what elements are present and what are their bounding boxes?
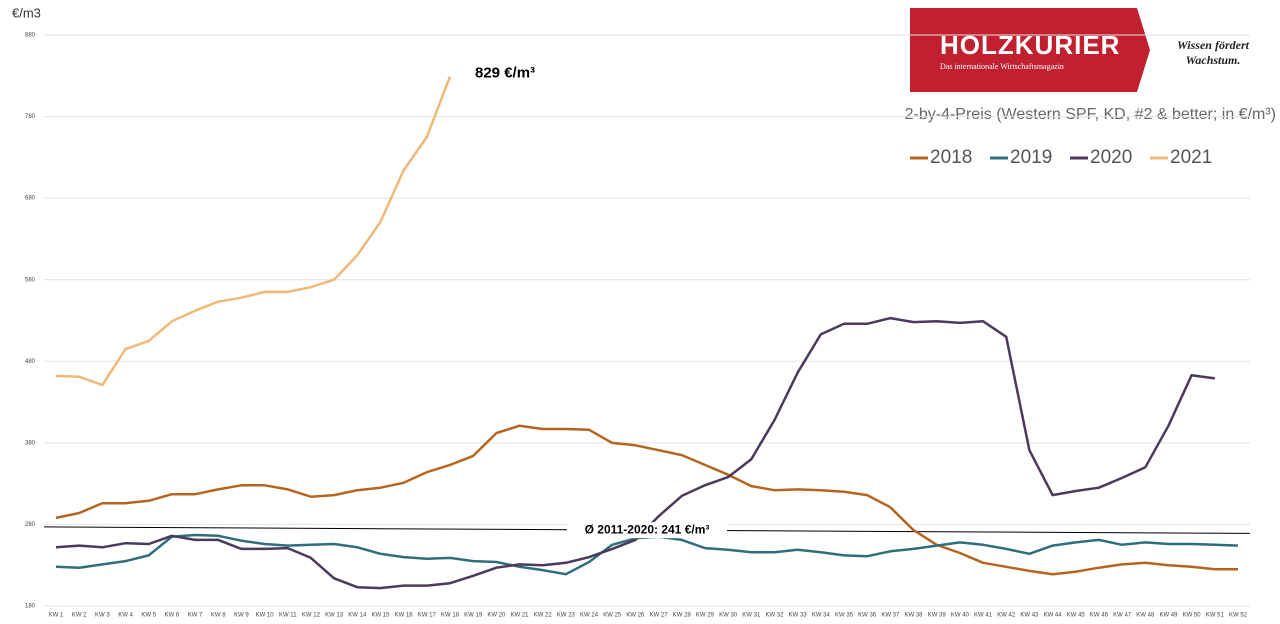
x-tick-label: KW 11	[279, 613, 297, 619]
x-tick-label: KW 45	[1067, 613, 1086, 619]
x-tick-label: KW 28	[673, 613, 692, 619]
x-tick-label: KW 4	[118, 613, 133, 619]
logo-name: HOLZKURIER	[940, 30, 1120, 60]
y-tick-label: 180	[25, 604, 36, 610]
legend-label: 2019	[1010, 147, 1052, 168]
x-tick-label: KW 41	[974, 613, 993, 619]
x-tick-label: KW 23	[557, 613, 576, 619]
x-tick-label: KW 48	[1136, 613, 1155, 619]
y-tick-label: 680	[25, 196, 36, 202]
x-tick-label: KW 7	[188, 613, 203, 619]
x-tick-label: KW 27	[650, 613, 669, 619]
slogan-box: Wissen fördert Wachstum.	[1177, 38, 1249, 67]
x-tick-label: KW 3	[95, 613, 110, 619]
x-tick-label: KW 46	[1090, 613, 1109, 619]
x-tick-label: KW 10	[256, 613, 275, 619]
x-tick-label: KW 33	[789, 613, 808, 619]
x-tick-label: KW 18	[441, 613, 460, 619]
x-tick-label: KW 22	[534, 613, 553, 619]
x-tick-label: KW 31	[742, 613, 761, 619]
x-tick-label: KW 12	[302, 613, 321, 619]
x-tick-label: KW 20	[487, 613, 506, 619]
x-tick-label: KW 40	[951, 613, 970, 619]
logo: HOLZKURIER Das internationale Wirtschaft…	[910, 8, 1249, 92]
y-tick-label: 780	[25, 114, 36, 120]
x-tick-label: KW 52	[1229, 613, 1248, 619]
legend-label: 2020	[1090, 147, 1132, 168]
x-tick-label: KW 47	[1113, 613, 1132, 619]
x-tick-label: KW 16	[395, 613, 414, 619]
average-label-bg	[567, 522, 727, 539]
x-tick-label: KW 8	[211, 613, 226, 619]
series-line	[55, 76, 452, 387]
x-tick-label: KW 6	[165, 613, 180, 619]
y-tick-label: 380	[25, 440, 36, 446]
x-tick-label: KW 44	[1044, 613, 1063, 619]
x-tick-label: KW 29	[696, 613, 715, 619]
y-tick-label: 480	[25, 359, 36, 365]
logo-tagline: Das internationale Wirtschaftsmagazin	[940, 62, 1064, 71]
x-tick-label: KW 34	[812, 613, 831, 619]
x-tick-label: KW 15	[371, 613, 390, 619]
x-tick-label: KW 42	[997, 613, 1016, 619]
y-tick-label: 880	[25, 33, 36, 39]
x-tick-label: KW 25	[603, 613, 622, 619]
x-tick-label: KW 5	[141, 613, 156, 619]
average-label: Ø 2011-2020: 241 €/m³	[585, 522, 710, 536]
x-tick-label: KW 2	[72, 613, 87, 619]
x-tick-label: KW 50	[1183, 613, 1202, 619]
x-tick-label: KW 30	[719, 613, 738, 619]
y-tick-label: 280	[25, 522, 36, 528]
series-line	[55, 424, 1238, 576]
y-axis-label: €/m3	[12, 5, 41, 20]
legend-label: 2021	[1170, 147, 1212, 168]
subtitle: 2-by-4-Preis (Western SPF, KD, #2 & bett…	[905, 106, 1276, 123]
x-tick-label: KW 21	[511, 613, 530, 619]
x-tick-label: KW 43	[1020, 613, 1039, 619]
x-tick-label: KW 49	[1159, 613, 1178, 619]
logo-box	[910, 8, 1150, 92]
x-tick-label: KW 24	[580, 613, 599, 619]
x-tick-label: KW 35	[835, 613, 854, 619]
y-tick-label: 580	[25, 277, 36, 283]
x-tick-label: KW 39	[928, 613, 947, 619]
x-tick-label: KW 1	[49, 613, 64, 619]
annotation: 829 €/m³	[475, 65, 535, 82]
series-line	[55, 316, 1215, 590]
logo-slogan: Wissen fördert Wachstum.	[1177, 38, 1249, 67]
series-line	[55, 533, 1239, 576]
x-tick-label: KW 38	[905, 613, 924, 619]
x-tick-label: KW 19	[464, 613, 483, 619]
x-tick-label: KW 36	[858, 613, 877, 619]
x-tick-label: KW 32	[765, 613, 784, 619]
x-tick-label: KW 17	[418, 613, 437, 619]
x-tick-label: KW 13	[325, 613, 344, 619]
x-tick-label: KW 51	[1206, 613, 1225, 619]
legend-label: 2018	[930, 147, 972, 168]
x-tick-label: KW 37	[881, 613, 900, 619]
x-tick-label: KW 14	[348, 613, 367, 619]
x-tick-label: KW 9	[234, 613, 249, 619]
x-tick-label: KW 26	[626, 613, 645, 619]
